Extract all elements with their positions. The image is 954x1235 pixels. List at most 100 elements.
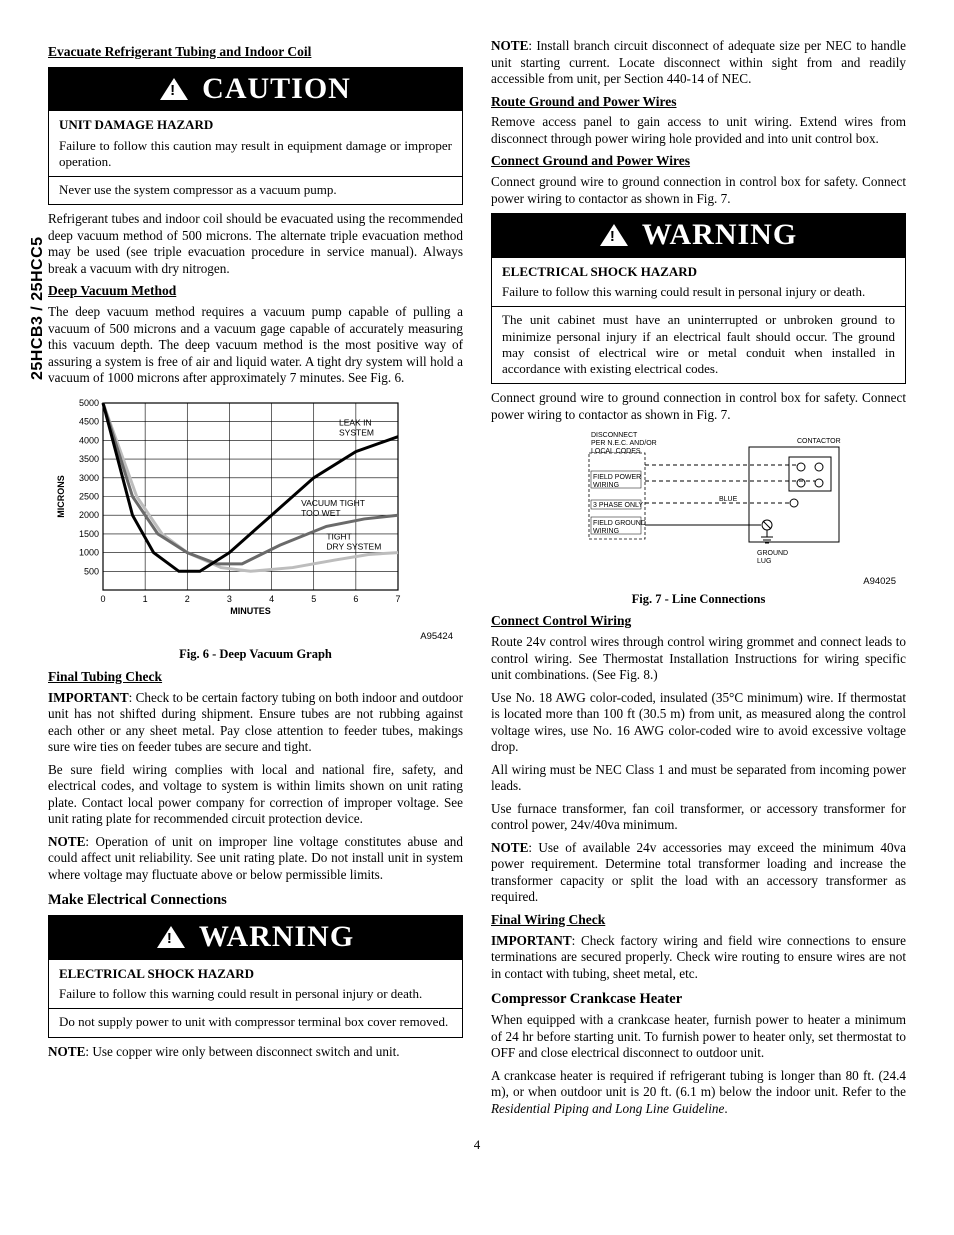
svg-text:FIELD POWER: FIELD POWER (593, 474, 641, 481)
heading-final-tubing: Final Tubing Check (48, 669, 463, 686)
p-final-tubing-3: NOTE: Operation of unit on improper line… (48, 834, 463, 884)
warning-divider-1 (49, 1008, 462, 1009)
svg-text:4: 4 (269, 594, 274, 604)
warning-p2-2: The unit cabinet must have an uninterrup… (502, 312, 895, 377)
warning-hazard-1: ELECTRICAL SHOCK HAZARD (59, 966, 452, 982)
svg-text:3: 3 (227, 594, 232, 604)
warning-triangle-icon (600, 224, 628, 246)
warning-banner-text-1: WARNING (199, 918, 354, 956)
svg-text:GROUND: GROUND (757, 550, 788, 557)
heading-deep-vacuum: Deep Vacuum Method (48, 283, 463, 300)
svg-text:2500: 2500 (79, 491, 99, 501)
warning-banner-2: WARNING (492, 214, 905, 258)
warning-body-2: ELECTRICAL SHOCK HAZARD Failure to follo… (492, 258, 905, 384)
caution-p1: Failure to follow this caution may resul… (59, 138, 452, 171)
svg-text:4000: 4000 (79, 435, 99, 445)
svg-text:3 PHASE ONLY: 3 PHASE ONLY (593, 502, 643, 509)
caution-p2: Never use the system compressor as a vac… (59, 182, 452, 198)
warning-body-1: ELECTRICAL SHOCK HAZARD Failure to follo… (49, 960, 462, 1037)
caution-box: CAUTION UNIT DAMAGE HAZARD Failure to fo… (48, 67, 463, 206)
left-column: Evacuate Refrigerant Tubing and Indoor C… (48, 38, 463, 1123)
svg-text:3500: 3500 (79, 454, 99, 464)
svg-text:DRY SYSTEM: DRY SYSTEM (326, 541, 381, 551)
fig7-caption: Fig. 7 - Line Connections (491, 592, 906, 608)
heading-evacuate: Evacuate Refrigerant Tubing and Indoor C… (48, 44, 463, 61)
p-final-wiring: IMPORTANT: Check factory wiring and fiel… (491, 933, 906, 983)
svg-text:CONTACTOR: CONTACTOR (797, 438, 841, 445)
heading-connect-control: Connect Control Wiring (491, 613, 906, 630)
svg-text:500: 500 (84, 566, 99, 576)
svg-text:6: 6 (353, 594, 358, 604)
heading-final-wiring: Final Wiring Check (491, 912, 906, 929)
svg-text:FIELD GROUND: FIELD GROUND (593, 520, 646, 527)
caution-divider (49, 176, 462, 177)
heading-make-electrical: Make Electrical Connections (48, 891, 463, 909)
p-cc2: Use No. 18 AWG color-coded, insulated (3… (491, 690, 906, 756)
p-cc1: Route 24v control wires through control … (491, 634, 906, 684)
svg-text:MINUTES: MINUTES (230, 606, 271, 616)
p-note-copper: NOTE: Use copper wire only between disco… (48, 1044, 463, 1061)
svg-text:2000: 2000 (79, 510, 99, 520)
fig6-id: A95424 (48, 631, 463, 643)
fig6-chart: 500 1000 1500 2000 2500 3000 3500 4000 4500 5000 0… (48, 395, 463, 630)
p-cc5: NOTE: Use of available 24v accessories m… (491, 840, 906, 906)
svg-text:DISCONNECT: DISCONNECT (591, 432, 638, 439)
warning-banner-1: WARNING (49, 916, 462, 960)
caution-body: UNIT DAMAGE HAZARD Failure to follow thi… (49, 111, 462, 204)
svg-text:4500: 4500 (79, 416, 99, 426)
caution-hazard-title: UNIT DAMAGE HAZARD (59, 117, 452, 133)
fig6-caption: Fig. 6 - Deep Vacuum Graph (48, 647, 463, 663)
p-final-tubing-2: Be sure field wiring complies with local… (48, 762, 463, 828)
p-cch2: A crankcase heater is required if refrig… (491, 1068, 906, 1118)
svg-text:TOO WET: TOO WET (301, 508, 341, 518)
warning-box-1: WARNING ELECTRICAL SHOCK HAZARD Failure … (48, 915, 463, 1037)
p-cc3: All wiring must be NEC Class 1 and must … (491, 762, 906, 795)
right-column: NOTE: Install branch circuit disconnect … (491, 38, 906, 1123)
svg-text:2: 2 (185, 594, 190, 604)
svg-text:1: 1 (143, 594, 148, 604)
svg-text:7: 7 (395, 594, 400, 604)
p-cc4: Use furnace transformer, fan coil transf… (491, 801, 906, 834)
fig7-id: A94025 (491, 576, 906, 588)
svg-text:3000: 3000 (79, 473, 99, 483)
p-note-branch: NOTE: Install branch circuit disconnect … (491, 38, 906, 88)
warning-box-2: WARNING ELECTRICAL SHOCK HAZARD Failure … (491, 213, 906, 384)
svg-text:BLUE: BLUE (719, 496, 738, 503)
svg-text:PER N.E.C. AND/OR: PER N.E.C. AND/OR (591, 440, 657, 447)
heading-connect-ground: Connect Ground and Power Wires (491, 153, 906, 170)
svg-text:5000: 5000 (79, 398, 99, 408)
warning-p2-1: Do not supply power to unit with compres… (59, 1014, 452, 1030)
heading-route-ground: Route Ground and Power Wires (491, 94, 906, 111)
svg-text:0: 0 (100, 594, 105, 604)
heading-crankcase: Compressor Crankcase Heater (491, 990, 906, 1008)
svg-text:MICRONS: MICRONS (56, 475, 66, 518)
svg-text:LEAK IN: LEAK IN (339, 417, 372, 427)
page-number: 4 (48, 1137, 906, 1153)
svg-text:LUG: LUG (757, 558, 771, 565)
warning-p1-1: Failure to follow this warning could res… (59, 986, 452, 1002)
p-evacuate: Refrigerant tubes and indoor coil should… (48, 211, 463, 277)
svg-text:TIGHT: TIGHT (326, 531, 352, 541)
p-connect-1: Connect ground wire to ground connection… (491, 174, 906, 207)
svg-text:1000: 1000 (79, 547, 99, 557)
side-tab: 25HCB3 / 25HCC5 (28, 236, 48, 380)
caution-banner-text: CAUTION (202, 70, 351, 108)
p-deep-vacuum: The deep vacuum method requires a vacuum… (48, 304, 463, 387)
page-columns: Evacuate Refrigerant Tubing and Indoor C… (48, 38, 906, 1123)
fig7-diagram: DISCONNECTPER N.E.C. AND/ORLOCAL CODES CO… (491, 429, 906, 574)
p-cch1: When equipped with a crankcase heater, f… (491, 1012, 906, 1062)
svg-text:1500: 1500 (79, 529, 99, 539)
svg-text:SYSTEM: SYSTEM (339, 427, 374, 437)
warning-divider-2 (492, 306, 905, 307)
svg-text:VACUUM TIGHT: VACUUM TIGHT (301, 498, 365, 508)
caution-banner: CAUTION (49, 68, 462, 112)
warning-triangle-icon (160, 78, 188, 100)
p-final-tubing-1: IMPORTANT: Check to be certain factory t… (48, 690, 463, 756)
svg-text:5: 5 (311, 594, 316, 604)
warning-triangle-icon (157, 926, 185, 948)
svg-text:LOCAL CODES: LOCAL CODES (591, 448, 641, 455)
warning-p1-2: Failure to follow this warning could res… (502, 284, 895, 300)
p-route: Remove access panel to gain access to un… (491, 114, 906, 147)
warning-banner-text-2: WARNING (642, 216, 797, 254)
p-connect-2: Connect ground wire to ground connection… (491, 390, 906, 423)
